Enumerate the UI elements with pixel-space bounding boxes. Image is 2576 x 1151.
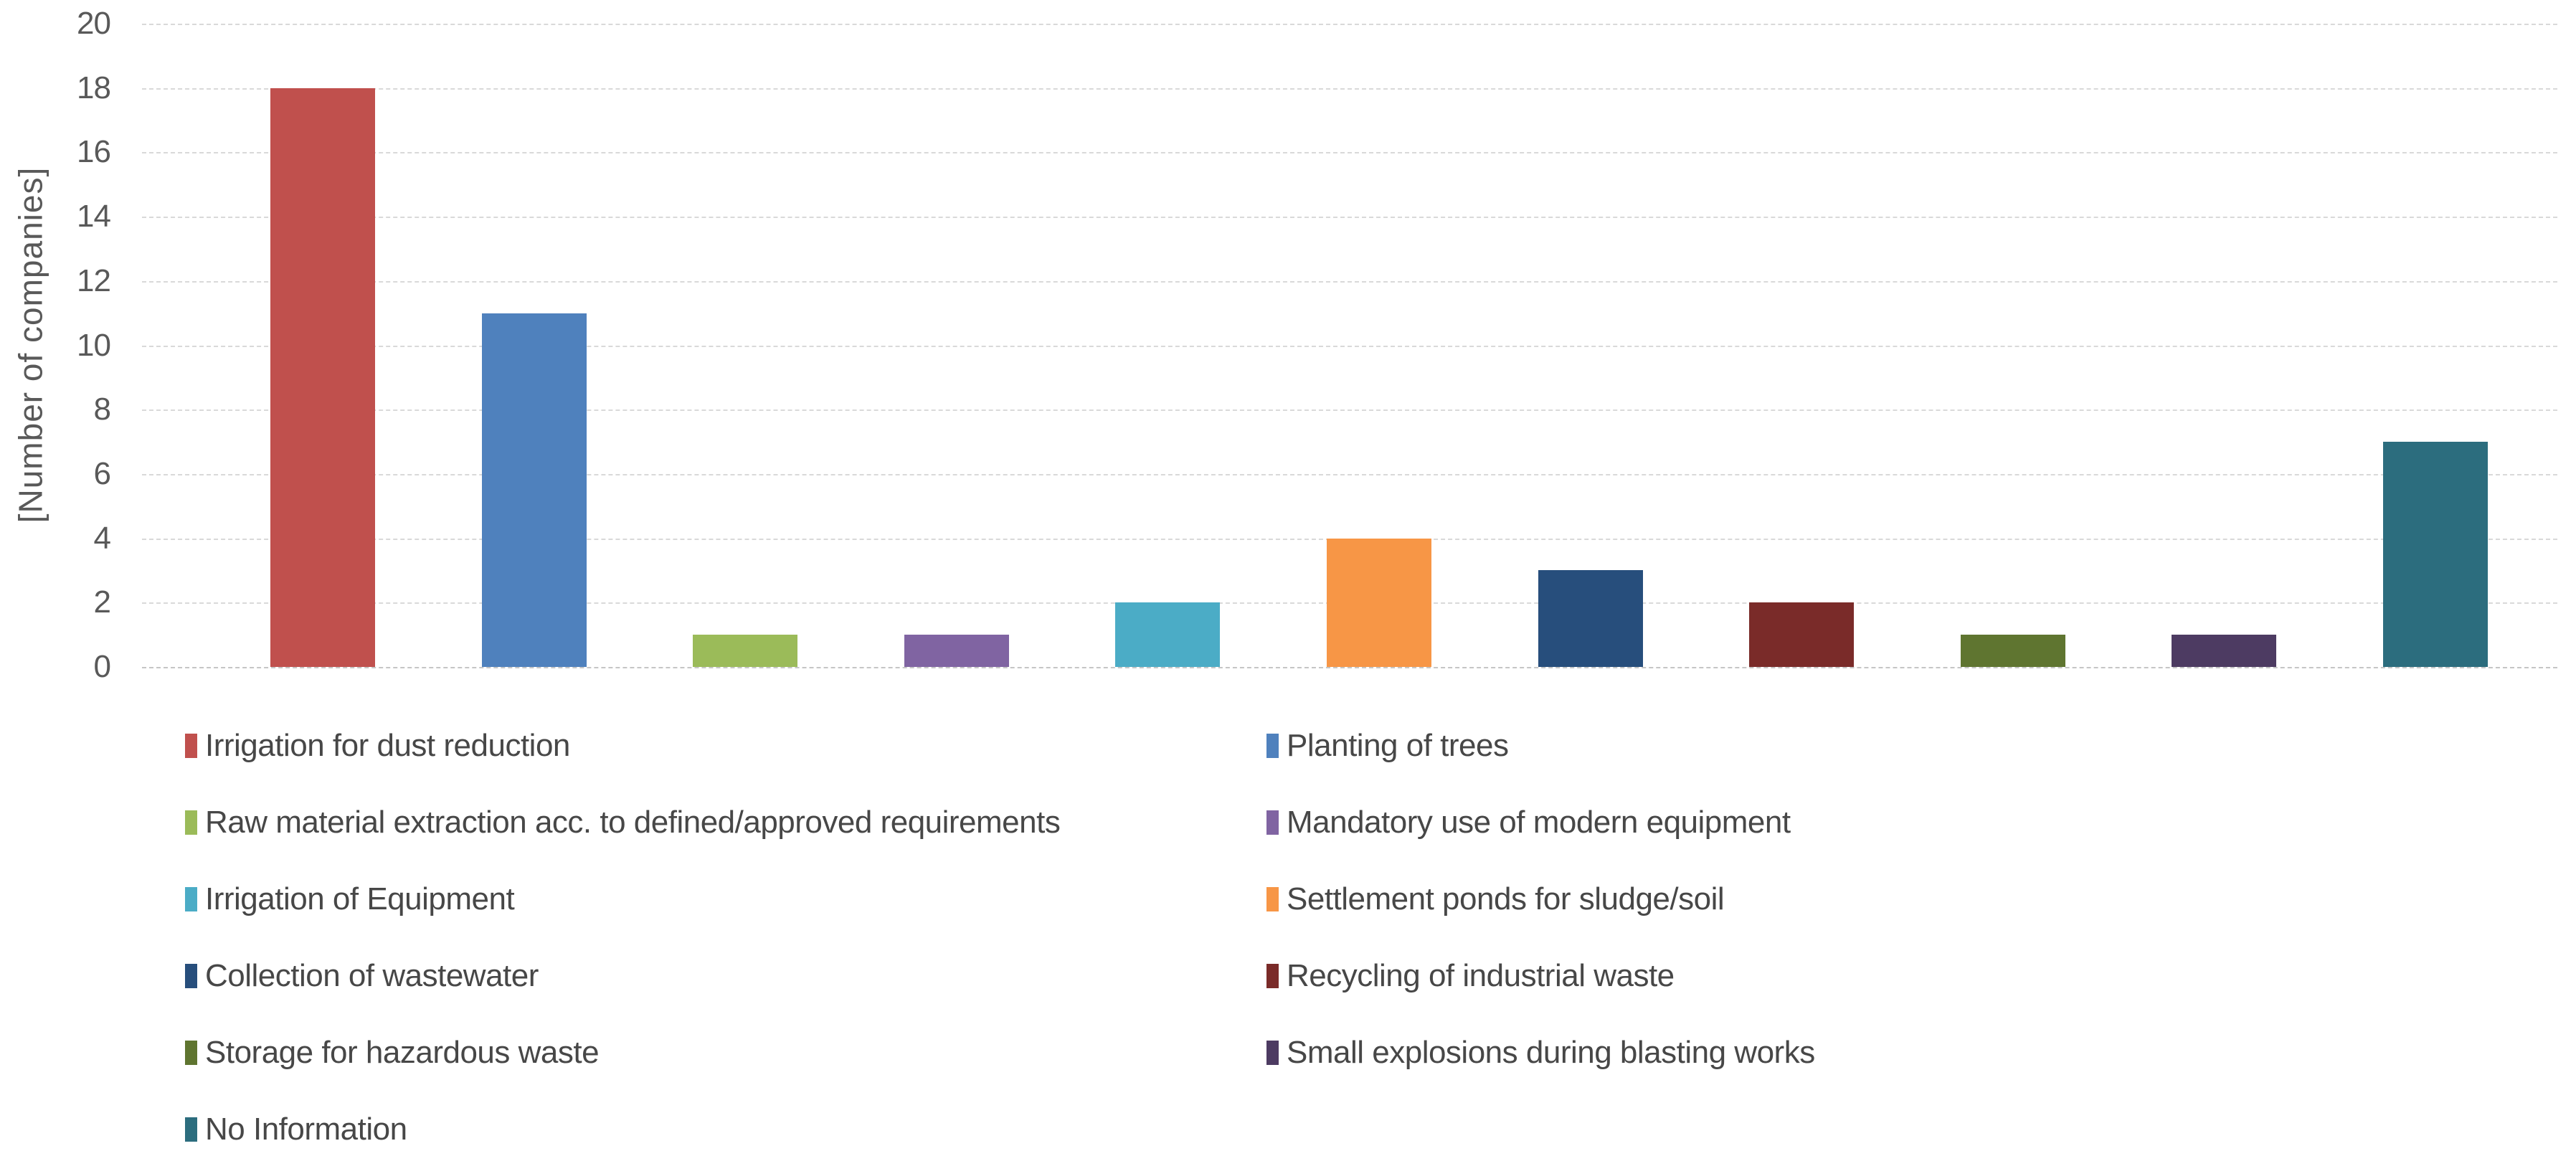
bar-9: [2172, 635, 2277, 667]
bar-8: [1960, 635, 2065, 667]
y-tick-label: 6: [93, 455, 111, 491]
plot-area: [142, 24, 2557, 668]
gridline: [142, 217, 2557, 219]
gridline: [142, 473, 2557, 475]
legend-swatch-icon: [185, 1117, 197, 1142]
y-tick-label: 14: [77, 199, 111, 235]
legend-label: Recycling of industrial waste: [1287, 958, 1675, 993]
legend-label: Small explosions during blasting works: [1287, 1035, 1815, 1070]
bars: [217, 24, 2541, 667]
legend-label: Raw material extraction acc. to defined/…: [205, 805, 1061, 840]
y-tick-label: 4: [93, 520, 111, 556]
gridline: [142, 24, 2557, 25]
legend-label: Irrigation for dust reduction: [205, 728, 570, 763]
legend-swatch-icon: [1266, 810, 1279, 835]
bar-slot: [1062, 24, 1274, 667]
legend-item: Irrigation for dust reduction: [185, 724, 570, 767]
bar-0: [270, 87, 376, 667]
y-tick-label: 20: [77, 6, 111, 41]
bar-6: [1538, 570, 1643, 667]
bar-slot: [640, 24, 851, 667]
y-tick-label: 2: [93, 584, 111, 620]
legend-label: Irrigation of Equipment: [205, 881, 515, 916]
y-axis-tick-labels: 0 2 4 6 8 10 12 14 16 18 20: [0, 6, 115, 684]
gridline: [142, 152, 2557, 154]
y-tick-label: 12: [77, 262, 111, 298]
legend-item: Storage for hazardous waste: [185, 1031, 600, 1074]
legend-item: Raw material extraction acc. to defined/…: [185, 801, 1061, 844]
legend-swatch-icon: [185, 810, 197, 835]
bar-slot: [1484, 24, 1696, 667]
bar-5: [1327, 538, 1431, 667]
legend-swatch-icon: [1266, 1041, 1279, 1065]
bar-1: [481, 313, 587, 667]
y-tick-label: 10: [77, 327, 111, 363]
bar-7: [1749, 602, 1855, 667]
legend-item: No Information: [185, 1108, 407, 1151]
legend-swatch-icon: [1266, 964, 1279, 988]
legend-swatch-icon: [1266, 887, 1279, 911]
bar-slot: [2118, 24, 2330, 667]
bar-slot: [1696, 24, 1908, 667]
legend-label: Planting of trees: [1287, 728, 1509, 763]
bar-slot: [2329, 24, 2541, 667]
legend-swatch-icon: [185, 734, 197, 758]
bar-slot: [429, 24, 640, 667]
legend-swatch-icon: [1266, 734, 1279, 758]
legend-swatch-icon: [185, 964, 197, 988]
legend-swatch-icon: [185, 887, 197, 911]
legend-label: Mandatory use of modern equipment: [1287, 805, 1791, 840]
legend-item: Irrigation of Equipment: [185, 878, 515, 921]
gridline: [142, 280, 2557, 283]
legend-item: Collection of wastewater: [185, 955, 539, 998]
gridline: [142, 667, 2557, 668]
y-tick-label: 0: [93, 649, 111, 684]
bar-4: [1115, 602, 1221, 667]
legend-label: No Information: [205, 1112, 407, 1147]
y-tick-label: 18: [77, 70, 111, 105]
bar-3: [904, 635, 1009, 667]
legend-item: Settlement ponds for sludge/soil: [1266, 878, 1725, 921]
legend-label: Storage for hazardous waste: [205, 1035, 600, 1070]
legend-swatch-icon: [185, 1041, 197, 1065]
gridline: [142, 409, 2557, 412]
bar-slot: [1274, 24, 1485, 667]
y-tick-label: 16: [77, 134, 111, 170]
bar-10: [2382, 442, 2488, 667]
legend-item: Recycling of industrial waste: [1266, 955, 1675, 998]
bar-slot: [217, 24, 429, 667]
bar-slot: [851, 24, 1063, 667]
gridline: [142, 345, 2557, 347]
legend-item: Planting of trees: [1266, 724, 1509, 767]
legend-item: Mandatory use of modern equipment: [1266, 801, 1791, 844]
bar-2: [693, 635, 798, 667]
legend-item: Small explosions during blasting works: [1266, 1031, 1815, 1074]
legend-label: Collection of wastewater: [205, 958, 539, 993]
legend: Irrigation for dust reduction Planting of…: [0, 723, 2576, 1147]
gridline: [142, 87, 2557, 90]
bar-slot: [1907, 24, 2118, 667]
y-tick-label: 8: [93, 392, 111, 427]
legend-label: Settlement ponds for sludge/soil: [1287, 881, 1725, 916]
